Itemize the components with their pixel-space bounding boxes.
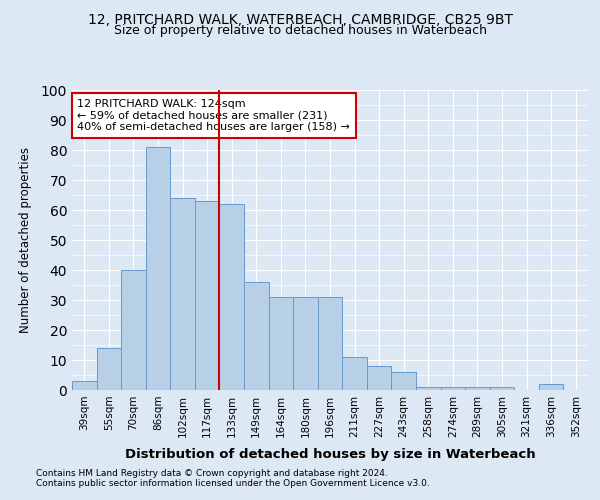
Text: 12 PRITCHARD WALK: 124sqm
← 59% of detached houses are smaller (231)
40% of semi: 12 PRITCHARD WALK: 124sqm ← 59% of detac…: [77, 99, 350, 132]
Bar: [72, 381, 97, 390]
Bar: [146, 147, 170, 390]
Text: 12, PRITCHARD WALK, WATERBEACH, CAMBRIDGE, CB25 9BT: 12, PRITCHARD WALK, WATERBEACH, CAMBRIDG…: [88, 12, 512, 26]
Text: Size of property relative to detached houses in Waterbeach: Size of property relative to detached ho…: [113, 24, 487, 37]
Bar: [244, 282, 269, 390]
Bar: [440, 387, 465, 390]
Bar: [170, 198, 195, 390]
Bar: [318, 297, 342, 390]
Bar: [293, 297, 318, 390]
Bar: [269, 297, 293, 390]
Bar: [539, 384, 563, 390]
Text: Contains HM Land Registry data © Crown copyright and database right 2024.: Contains HM Land Registry data © Crown c…: [36, 468, 388, 477]
Bar: [342, 357, 367, 390]
Bar: [490, 387, 514, 390]
Bar: [195, 201, 220, 390]
Bar: [220, 204, 244, 390]
Bar: [465, 387, 490, 390]
X-axis label: Distribution of detached houses by size in Waterbeach: Distribution of detached houses by size …: [125, 448, 535, 461]
Bar: [416, 387, 440, 390]
Bar: [391, 372, 416, 390]
Bar: [367, 366, 391, 390]
Bar: [97, 348, 121, 390]
Bar: [121, 270, 146, 390]
Text: Contains public sector information licensed under the Open Government Licence v3: Contains public sector information licen…: [36, 478, 430, 488]
Y-axis label: Number of detached properties: Number of detached properties: [19, 147, 32, 333]
